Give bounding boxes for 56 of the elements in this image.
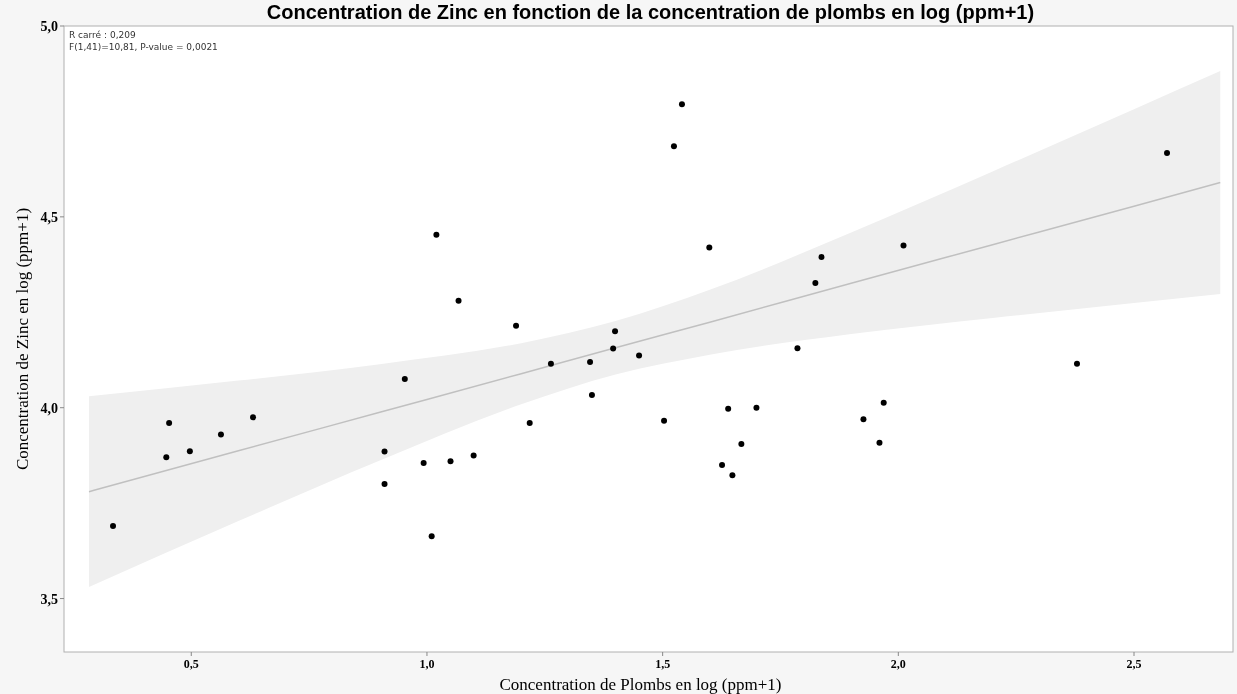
x-tick-label: 1,0 <box>419 657 435 671</box>
point <box>186 448 193 455</box>
point <box>876 439 883 446</box>
x-tick-label: 2,5 <box>1126 657 1142 671</box>
point <box>401 376 408 383</box>
point <box>470 452 477 459</box>
point <box>455 297 462 304</box>
point <box>753 404 760 411</box>
y-axis-title: Concentration de Zinc en log (ppm+1) <box>13 207 32 471</box>
x-tick-label: 0,5 <box>183 657 199 671</box>
point <box>661 417 668 424</box>
point <box>166 419 173 426</box>
point <box>729 472 736 479</box>
point <box>900 242 907 249</box>
point <box>706 244 713 251</box>
point <box>447 458 454 465</box>
point <box>636 352 643 359</box>
point <box>610 345 617 352</box>
point <box>812 279 819 286</box>
chart-title: Concentration de Zinc en fonction de la concentration de plombs en log (ppm+1) <box>266 1 1035 23</box>
point <box>738 440 745 447</box>
point <box>526 419 533 426</box>
point <box>719 461 726 468</box>
point <box>420 460 427 467</box>
line-series <box>88 181 1222 493</box>
x-tick-label: 2,0 <box>890 657 906 671</box>
y-tick-label: 5,0 <box>40 19 58 34</box>
point <box>513 322 520 329</box>
point <box>217 431 224 438</box>
point <box>547 360 554 367</box>
point <box>381 448 388 455</box>
annotation: F(1,41)=10,81, P-value = 0,0021 <box>69 42 218 52</box>
y-tick-label: 3,5 <box>40 591 58 607</box>
annotation: R carré : 0,209 <box>69 30 136 40</box>
point <box>678 101 685 108</box>
point <box>381 481 388 488</box>
point <box>670 143 677 150</box>
point <box>612 328 619 335</box>
point <box>433 231 440 238</box>
point <box>110 523 117 530</box>
y-tick-label: 4,5 <box>40 209 58 225</box>
point <box>588 392 595 399</box>
point <box>163 454 170 461</box>
point <box>250 414 257 421</box>
point <box>880 399 887 406</box>
point <box>428 533 435 540</box>
x-tick-label: 1,5 <box>655 657 671 671</box>
point <box>1073 360 1080 367</box>
point <box>794 345 801 352</box>
y-tick-label: 4,0 <box>40 400 58 416</box>
point <box>1164 150 1171 157</box>
point <box>725 405 732 412</box>
x-axis-title: Concentration de Plombs en log (ppm+1) <box>499 675 782 694</box>
point <box>860 416 867 423</box>
point <box>818 253 825 260</box>
point <box>587 358 594 365</box>
